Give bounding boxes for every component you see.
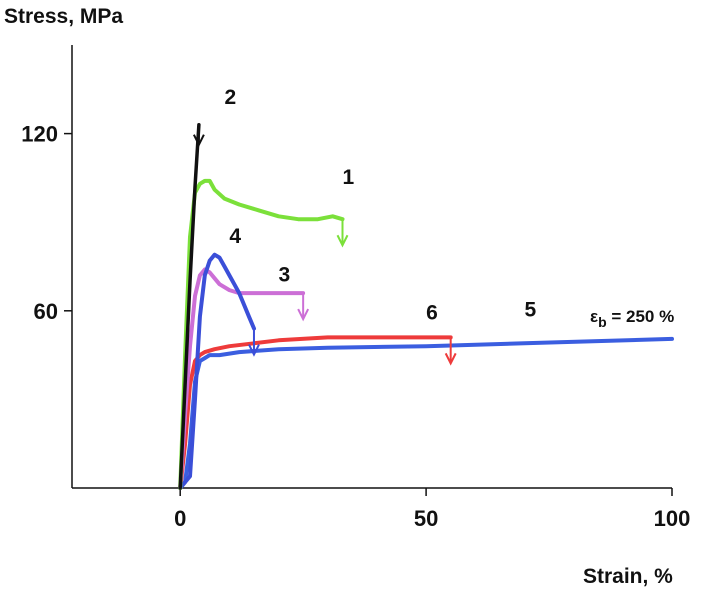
series-4-label: 4 (229, 225, 241, 248)
series-label-layer: 1 2 3 4 5 6 (224, 86, 536, 325)
y-tick-label: 120 (21, 122, 58, 147)
series-layer (178, 122, 674, 490)
x-tick-label: 100 (654, 506, 691, 531)
series-6-break-arrow (444, 337, 457, 366)
series-6-line (178, 335, 453, 490)
series-5-line (178, 336, 674, 490)
x-tick-label: 50 (414, 506, 438, 531)
series-4-line (178, 252, 256, 490)
series-1-label: 1 (342, 166, 354, 189)
series-3-line (178, 267, 306, 490)
series-1-break-arrow (336, 219, 349, 248)
series-2-break-arrow (192, 124, 205, 147)
series-3-break-arrow (297, 293, 310, 322)
series-6-label: 6 (426, 302, 438, 325)
series-2-label: 2 (224, 86, 236, 109)
series-2-line (178, 122, 201, 490)
x-axis-title: Strain, % (583, 565, 673, 588)
series-1-line (178, 178, 345, 490)
y-tick-label: 60 (34, 299, 58, 324)
series-4-break-arrow (248, 328, 260, 357)
elongation-annotation: εb = 250 % (590, 307, 674, 330)
series-5-label: 5 (524, 299, 536, 322)
tick-layer: 0 50 100 60 120 (21, 122, 690, 531)
x-tick-label: 0 (174, 506, 186, 531)
y-axis-title: Stress, MPa (4, 5, 123, 28)
series-3-label: 3 (279, 263, 291, 286)
